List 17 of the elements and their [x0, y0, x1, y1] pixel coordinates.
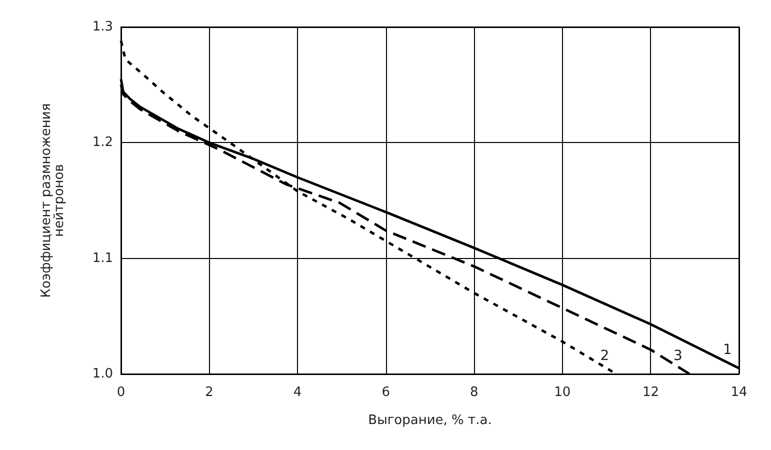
y-tick-label: 1.2 [92, 135, 113, 150]
x-tick-label: 8 [470, 385, 478, 400]
x-tick-label: 12 [642, 385, 659, 400]
x-axis-title: Выгорание, % т.а. [368, 413, 492, 428]
x-tick-label: 0 [116, 385, 126, 400]
series-label: 1 [723, 342, 732, 358]
series-label: 3 [674, 348, 682, 364]
x-tick-label: 6 [382, 385, 390, 400]
y-tick-label: 1.1 [92, 250, 113, 266]
y-axis-title: Коэффициент размножения нейтронов [39, 103, 67, 298]
y-tick-label: 1.0 [92, 366, 113, 382]
x-tick-label: 4 [293, 385, 302, 400]
x-tick-label: 14 [730, 385, 748, 400]
series-label: 2 [600, 348, 610, 364]
y-tick-label: 1.3 [92, 20, 113, 34]
x-tick-label: 10 [554, 385, 571, 400]
x-tick-label: 2 [205, 385, 214, 400]
